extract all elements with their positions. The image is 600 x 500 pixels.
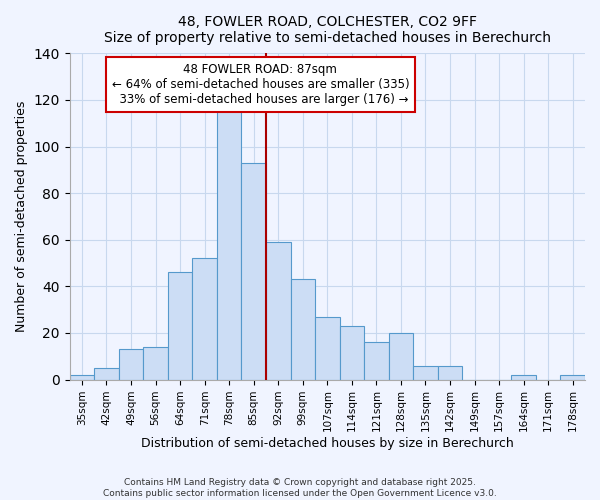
Bar [413, 366, 438, 380]
Bar [193, 258, 217, 380]
Title: 48, FOWLER ROAD, COLCHESTER, CO2 9FF
Size of property relative to semi-detached : 48, FOWLER ROAD, COLCHESTER, CO2 9FF Siz… [104, 15, 551, 45]
Bar [70, 375, 94, 380]
Y-axis label: Number of semi-detached properties: Number of semi-detached properties [15, 101, 28, 332]
Bar [119, 350, 143, 380]
Bar [94, 368, 119, 380]
Bar [143, 347, 168, 380]
Bar [315, 316, 340, 380]
Bar [241, 163, 266, 380]
Bar [389, 333, 413, 380]
Bar [168, 272, 193, 380]
Bar [364, 342, 389, 380]
Bar [560, 375, 585, 380]
Bar [511, 375, 536, 380]
X-axis label: Distribution of semi-detached houses by size in Berechurch: Distribution of semi-detached houses by … [141, 437, 514, 450]
Text: Contains HM Land Registry data © Crown copyright and database right 2025.
Contai: Contains HM Land Registry data © Crown c… [103, 478, 497, 498]
Bar [217, 104, 241, 380]
Bar [266, 242, 290, 380]
Bar [340, 326, 364, 380]
Text: 48 FOWLER ROAD: 87sqm
← 64% of semi-detached houses are smaller (335)
  33% of s: 48 FOWLER ROAD: 87sqm ← 64% of semi-deta… [112, 63, 409, 106]
Bar [290, 280, 315, 380]
Bar [438, 366, 462, 380]
